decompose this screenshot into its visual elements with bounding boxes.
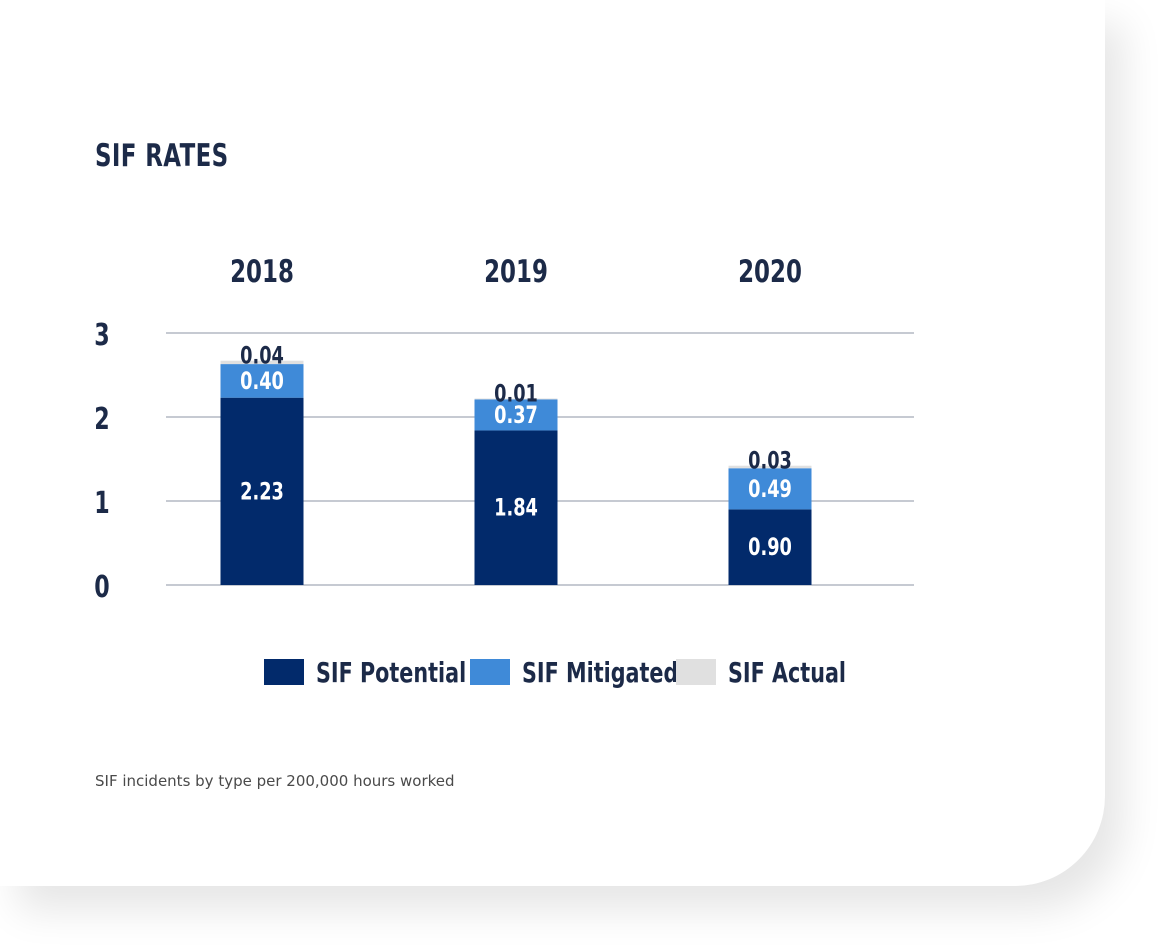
bar-actual-2019 [474, 398, 558, 400]
legend-swatch-mitigated [470, 659, 510, 685]
data-label-potential-2019: 1.84 [494, 493, 538, 521]
y-tick-label-0: 0 [94, 571, 109, 605]
bar-potential-2020 [728, 509, 812, 585]
y-tick-label-3: 3 [94, 319, 109, 353]
data-label-actual-2018: 0.04 [240, 341, 284, 369]
bar-actual-2020 [728, 465, 812, 469]
bar-potential-2018 [220, 397, 304, 585]
bar-mitigated-2019 [474, 399, 558, 431]
legend-swatch-actual [676, 659, 716, 685]
data-label-mitigated-2020: 0.49 [748, 474, 792, 502]
data-label-potential-2018: 2.23 [240, 477, 284, 505]
chart-caption: SIF incidents by type per 200,000 hours … [95, 772, 455, 790]
legend-label-actual: SIF Actual [728, 656, 846, 689]
data-label-mitigated-2018: 0.40 [240, 366, 284, 394]
category-label-2020: 2020 [738, 255, 802, 290]
bar-mitigated-2018 [220, 364, 304, 398]
bar-actual-2018 [220, 360, 304, 365]
data-label-potential-2020: 0.90 [748, 532, 792, 560]
y-tick-label-2: 2 [94, 403, 109, 437]
y-tick-label-1: 1 [94, 487, 109, 521]
legend-label-mitigated: SIF Mitigated [522, 656, 678, 689]
category-label-2019: 2019 [484, 255, 548, 290]
bar-mitigated-2020 [728, 468, 812, 510]
legend-swatch-potential [264, 659, 304, 685]
bar-potential-2019 [474, 430, 558, 585]
data-label-actual-2019: 0.01 [494, 379, 538, 407]
legend-label-potential: SIF Potential [316, 656, 466, 689]
data-label-mitigated-2019: 0.37 [494, 400, 538, 428]
data-label-actual-2020: 0.03 [748, 446, 792, 474]
page-title: SIF RATES [95, 138, 229, 174]
category-label-2018: 2018 [230, 255, 294, 290]
